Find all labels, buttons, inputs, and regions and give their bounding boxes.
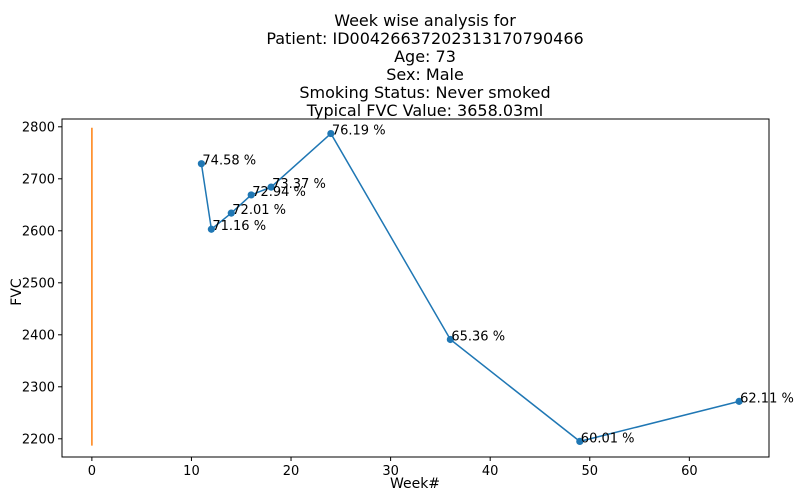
x-tick-label: 0: [88, 464, 96, 479]
title-line: Typical FVC Value: 3658.03ml: [306, 101, 544, 120]
plot-frame: [61, 118, 770, 458]
title-line: Week wise analysis for: [334, 11, 516, 30]
title-line: Age: 73: [394, 47, 456, 66]
y-tick-label: 2700: [22, 172, 55, 187]
x-tick-label: 30: [382, 464, 399, 479]
data-point: [327, 129, 335, 138]
y-tick-label: 2200: [22, 432, 55, 447]
data-label: 62.11 %: [740, 391, 794, 406]
x-tick-label: 10: [183, 464, 200, 479]
y-tick-label: 2600: [22, 224, 55, 239]
data-label: 72.94 %: [252, 185, 306, 200]
data-point: [247, 191, 255, 199]
data-point: [207, 225, 215, 233]
data-label: 73.37 %: [272, 177, 326, 192]
x-tick-label: 40: [482, 464, 499, 479]
data-label: 71.16 %: [212, 219, 266, 234]
x-axis-label: Week#: [390, 476, 440, 492]
title-line: Smoking Status: Never smoked: [299, 83, 550, 102]
title-line: Patient: ID00426637202313170790466: [266, 29, 583, 48]
axis-ticks: 0 10 20 30 40 50 60 2200 2300 2400 2500 2600 2700 280…: [22, 120, 698, 479]
x-tick-label: 20: [283, 464, 300, 479]
y-axis-label: FVC: [9, 278, 25, 306]
data-label: 76.19 %: [332, 124, 386, 139]
data-label: 60.01 %: [581, 431, 635, 446]
data-point: [267, 183, 275, 191]
x-tick-label: 60: [681, 464, 698, 479]
data-point: [446, 335, 454, 344]
data-label: 65.36 %: [451, 329, 505, 344]
y-tick-label: 2800: [22, 120, 55, 135]
data-point: [576, 437, 584, 445]
plot-series: [91, 127, 743, 446]
y-tick-label: 2400: [22, 328, 55, 343]
chart-title: Week wise analysis for Patient: ID004266…: [266, 11, 583, 120]
data-labels: 74.58 % 71.16 %72.01 % 72.94 %73.37 % 76.19…: [202, 124, 793, 447]
data-point: [227, 209, 235, 217]
y-tick-label: 2500: [22, 276, 55, 291]
title-line: Sex: Male: [386, 65, 464, 84]
data-point: [735, 397, 743, 405]
data-point: [197, 160, 206, 168]
x-tick-label: 50: [581, 464, 598, 479]
data-label: 74.58 %: [202, 154, 256, 169]
data-label: 72.01 %: [232, 203, 286, 218]
y-tick-label: 2300: [22, 380, 55, 395]
